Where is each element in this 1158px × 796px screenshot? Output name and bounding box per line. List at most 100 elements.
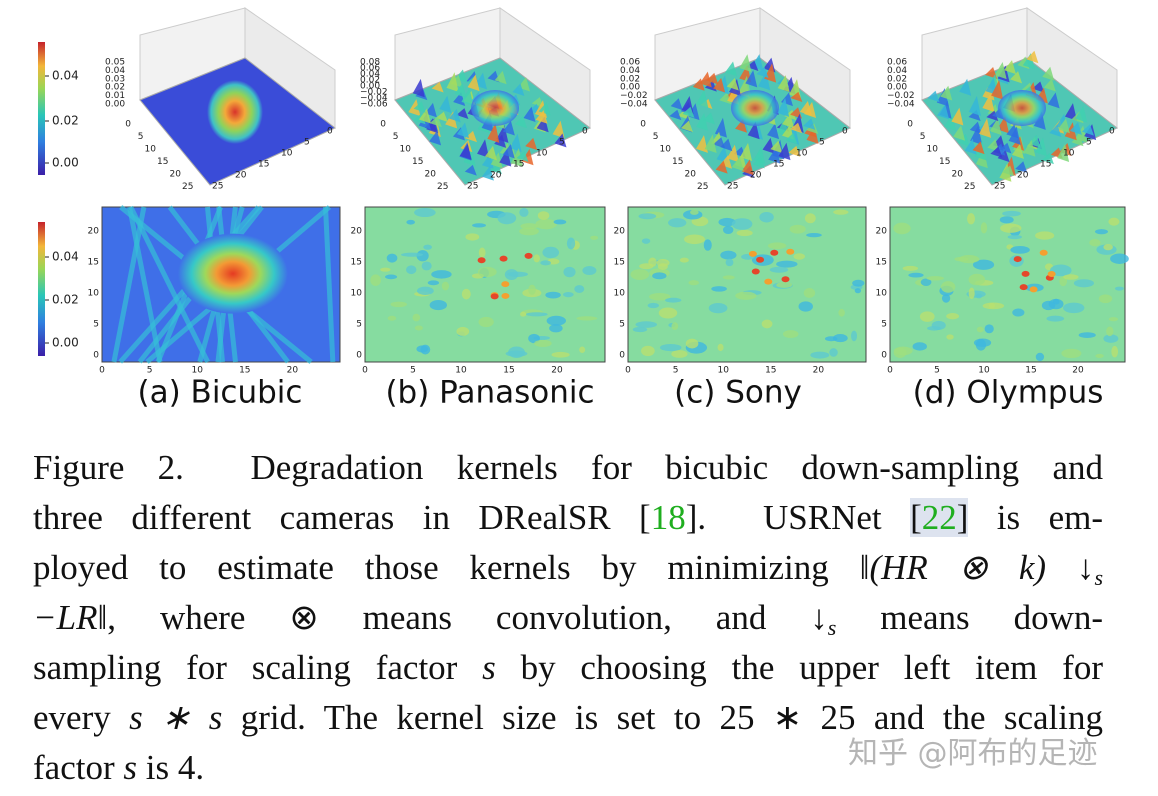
heatmap-y-tick-label: 5 bbox=[881, 320, 887, 330]
heatmap-spot bbox=[1041, 300, 1056, 311]
heatmap-spot bbox=[1046, 315, 1065, 322]
surface-facet bbox=[696, 112, 709, 131]
heatmap-spot bbox=[390, 301, 407, 308]
heatmap-spot bbox=[684, 234, 705, 245]
heatmap-spot bbox=[761, 319, 773, 329]
surface-facet bbox=[767, 123, 780, 140]
heatmap-spot bbox=[1047, 270, 1056, 277]
heatmap-x-tick-label: 20 bbox=[813, 366, 825, 376]
surface-facet bbox=[446, 72, 459, 92]
heatmap-spot bbox=[756, 256, 765, 263]
heatmap-spot bbox=[576, 316, 598, 321]
surface-facet bbox=[670, 98, 683, 111]
surface-tick-label: 15 bbox=[412, 157, 423, 167]
heatmap-spot bbox=[537, 211, 550, 220]
heatmap-spot bbox=[926, 276, 944, 281]
heatmap-spot bbox=[832, 334, 848, 343]
surface-facet bbox=[1003, 60, 1016, 75]
caption-line: three different cameras in DRealSR [18].… bbox=[33, 493, 1103, 543]
z-tick-label: 0.08 bbox=[360, 58, 380, 68]
heatmap-spot bbox=[769, 266, 789, 273]
heatmap-x-tick-label: 15 bbox=[765, 366, 776, 376]
heatmap-spot bbox=[385, 274, 398, 280]
surface-facet bbox=[552, 120, 565, 139]
heatmap bbox=[364, 206, 606, 363]
surface-facet bbox=[1015, 161, 1028, 173]
surface-tick-label: 5 bbox=[559, 138, 565, 148]
heatmap-band bbox=[323, 206, 336, 363]
heatmap-spot bbox=[685, 338, 699, 349]
heatmap-spot bbox=[478, 247, 486, 258]
z-tick-label: −0.04 bbox=[887, 100, 915, 110]
caption-line: every s ∗ s grid. The kernel size is set… bbox=[33, 693, 1103, 743]
surface-facet bbox=[756, 66, 769, 78]
heatmap-spot bbox=[562, 291, 574, 298]
surface-facet bbox=[1075, 105, 1088, 123]
colorbar-tick-label: 0.00 bbox=[52, 156, 79, 170]
heatmap-spot bbox=[658, 307, 678, 319]
surface-facet bbox=[445, 111, 458, 129]
heatmap-spot bbox=[478, 316, 494, 328]
surface-facet bbox=[1064, 103, 1077, 121]
z-tick-label: 0.06 bbox=[360, 64, 380, 74]
heatmap-spot bbox=[946, 313, 960, 320]
heatmap-spot bbox=[759, 211, 774, 223]
heatmap-spot bbox=[535, 218, 557, 230]
panel-label: (a) Bicubic bbox=[138, 375, 303, 411]
caption-text: means down- bbox=[836, 598, 1103, 637]
panel-label: (d) Olympus bbox=[913, 375, 1104, 411]
surface-facet bbox=[464, 130, 477, 143]
heatmap-spot bbox=[665, 297, 682, 303]
surface-facet bbox=[1043, 78, 1056, 92]
surface-tick-label: 0 bbox=[125, 120, 131, 130]
z-tick-label: 0.00 bbox=[360, 82, 380, 92]
heatmap-x-tick-label: 5 bbox=[673, 366, 679, 376]
surface-facet bbox=[1022, 53, 1035, 70]
heatmap-spot bbox=[1035, 352, 1045, 362]
heatmap-spot bbox=[804, 213, 816, 224]
heatmap-spot bbox=[980, 222, 988, 234]
surface-tick-label: 20 bbox=[425, 170, 437, 180]
heatmap-spot bbox=[1103, 334, 1119, 343]
heatmap-spot bbox=[524, 252, 533, 259]
heatmap-spot bbox=[1021, 270, 1030, 277]
z-tick-label: −0.02 bbox=[620, 91, 648, 101]
heatmap-spot bbox=[441, 281, 450, 291]
surface-facet bbox=[968, 96, 981, 116]
surface-facet bbox=[695, 135, 708, 153]
surface-facet bbox=[484, 145, 497, 161]
heatmap-spot bbox=[477, 257, 486, 264]
surface-facet bbox=[696, 89, 709, 108]
heatmap-spot bbox=[472, 223, 487, 228]
heatmap-spot bbox=[525, 312, 548, 317]
surface-facet bbox=[972, 141, 985, 155]
heatmap-spot bbox=[542, 246, 560, 259]
heatmap-spot bbox=[972, 259, 995, 270]
heatmap-spot bbox=[540, 260, 551, 266]
surface-facet bbox=[982, 93, 995, 112]
caption-text: 18 bbox=[650, 498, 686, 537]
heatmap-spot bbox=[490, 293, 499, 300]
surface-facet bbox=[937, 104, 950, 120]
surface-facet bbox=[752, 156, 765, 169]
heatmap-spot bbox=[649, 292, 671, 301]
heatmap-spot bbox=[852, 279, 865, 287]
heatmap-spot bbox=[1013, 256, 1022, 263]
heatmap-spot bbox=[829, 348, 838, 357]
surface-facet bbox=[764, 63, 777, 83]
heatmap-spot bbox=[416, 250, 429, 262]
heatmap-spot bbox=[973, 338, 992, 347]
z-tick-label: 0.01 bbox=[105, 91, 125, 101]
surface-facet bbox=[959, 78, 972, 96]
surface-facet bbox=[453, 92, 466, 106]
heatmap-spot bbox=[1098, 294, 1113, 304]
heatmap-spot bbox=[427, 280, 440, 286]
heatmap-x-tick-label: 20 bbox=[1072, 366, 1084, 376]
heatmap-spot bbox=[919, 311, 935, 322]
surface-tick-label: 15 bbox=[672, 157, 683, 167]
caption-text: ] bbox=[956, 498, 969, 537]
surface-facet bbox=[413, 101, 426, 113]
heatmap-spot bbox=[549, 324, 563, 333]
surface-facet bbox=[726, 144, 739, 163]
caption-line: Figure 2. Degradation kernels for bicubi… bbox=[33, 443, 1103, 493]
